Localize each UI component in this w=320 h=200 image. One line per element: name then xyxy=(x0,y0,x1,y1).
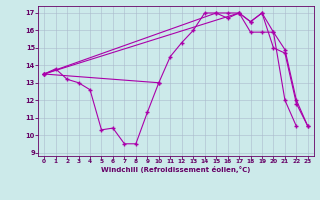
X-axis label: Windchill (Refroidissement éolien,°C): Windchill (Refroidissement éolien,°C) xyxy=(101,166,251,173)
